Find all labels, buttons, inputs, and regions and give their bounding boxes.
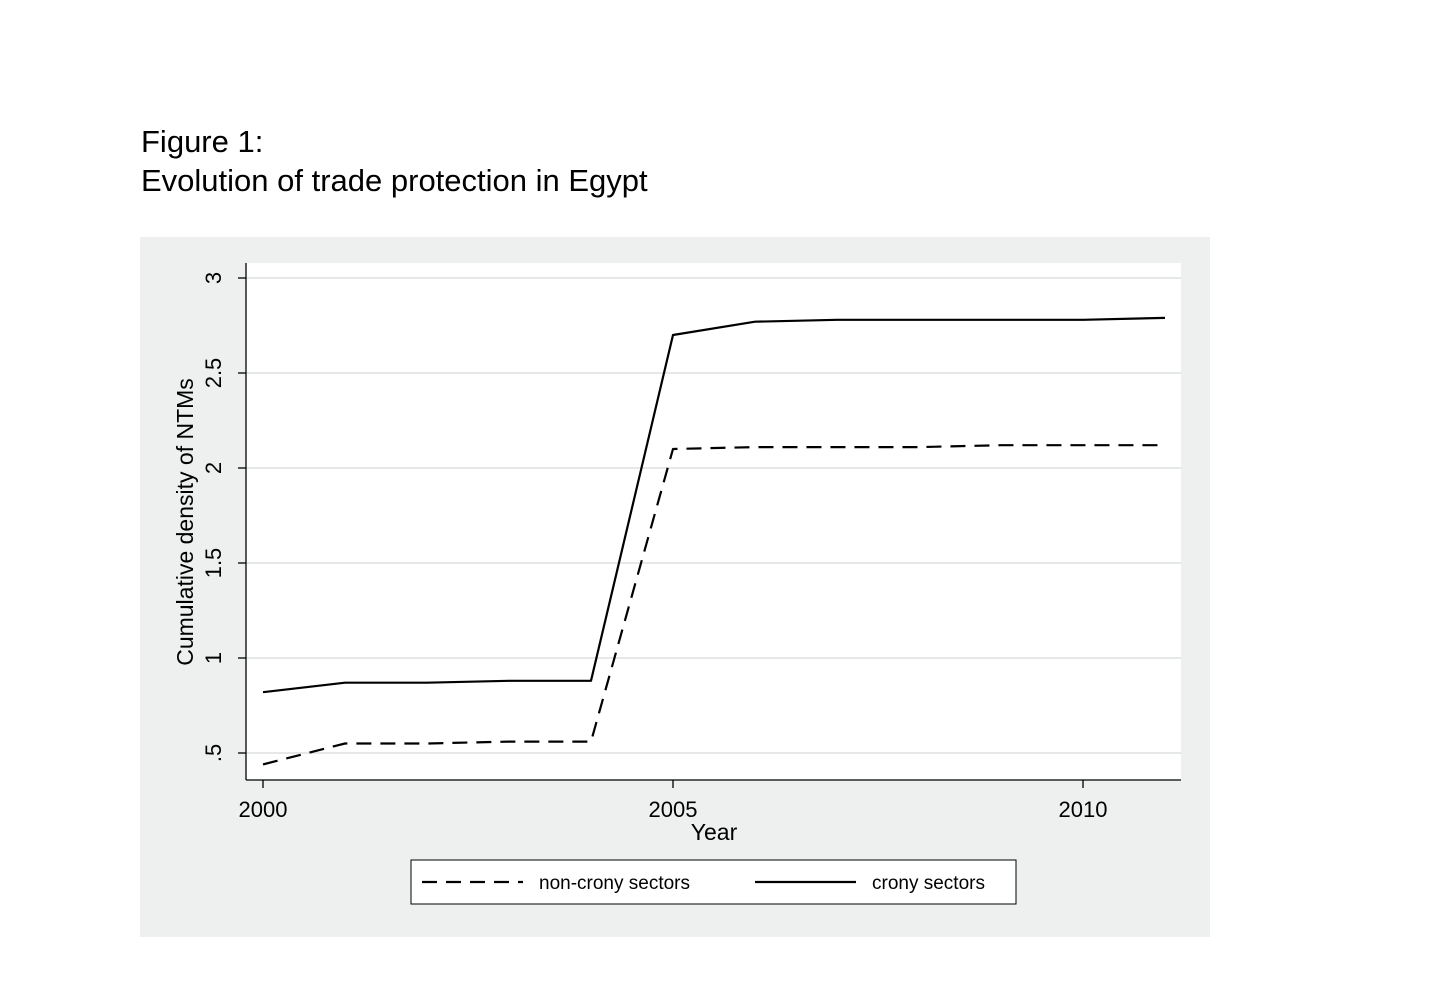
plot-area [246, 263, 1181, 780]
series-line-2 [262, 316, 1166, 694]
y-tick-label: .5 [201, 744, 226, 762]
legend-label-2: crony sectors [872, 873, 985, 894]
y-axis-ticks: .5 1 1.5 2 2.5 3 [201, 272, 246, 762]
legend-box [410, 859, 1017, 905]
series-line-1 [262, 444, 1165, 766]
x-axis-label: Year [691, 819, 738, 845]
y-tick-label: 3 [201, 272, 226, 284]
figure-label: Figure 1: [141, 124, 264, 159]
axes [245, 263, 1181, 781]
y-tick-label: 2 [201, 462, 226, 474]
x-axis-ticks: 2000 2005 2010 [239, 780, 1108, 822]
series-lines [262, 316, 1166, 766]
gridlines [246, 277, 1181, 754]
y-axis-label: Cumulative density of NTMs [172, 378, 198, 666]
x-tick-label: 2010 [1059, 797, 1108, 822]
figure-title: Evolution of trade protection in Egypt [141, 163, 648, 198]
y-tick-label: 1.5 [201, 548, 226, 579]
legend-label-1: non-crony sectors [539, 873, 690, 894]
x-tick-label: 2000 [239, 797, 288, 822]
y-tick-label: 1 [201, 652, 226, 664]
figure-caption: Figure 1: Evolution of trade protection … [141, 122, 648, 200]
legend: non-crony sectors crony sectors [410, 859, 1017, 905]
y-tick-label: 2.5 [201, 358, 226, 389]
x-tick-label: 2005 [649, 797, 698, 822]
